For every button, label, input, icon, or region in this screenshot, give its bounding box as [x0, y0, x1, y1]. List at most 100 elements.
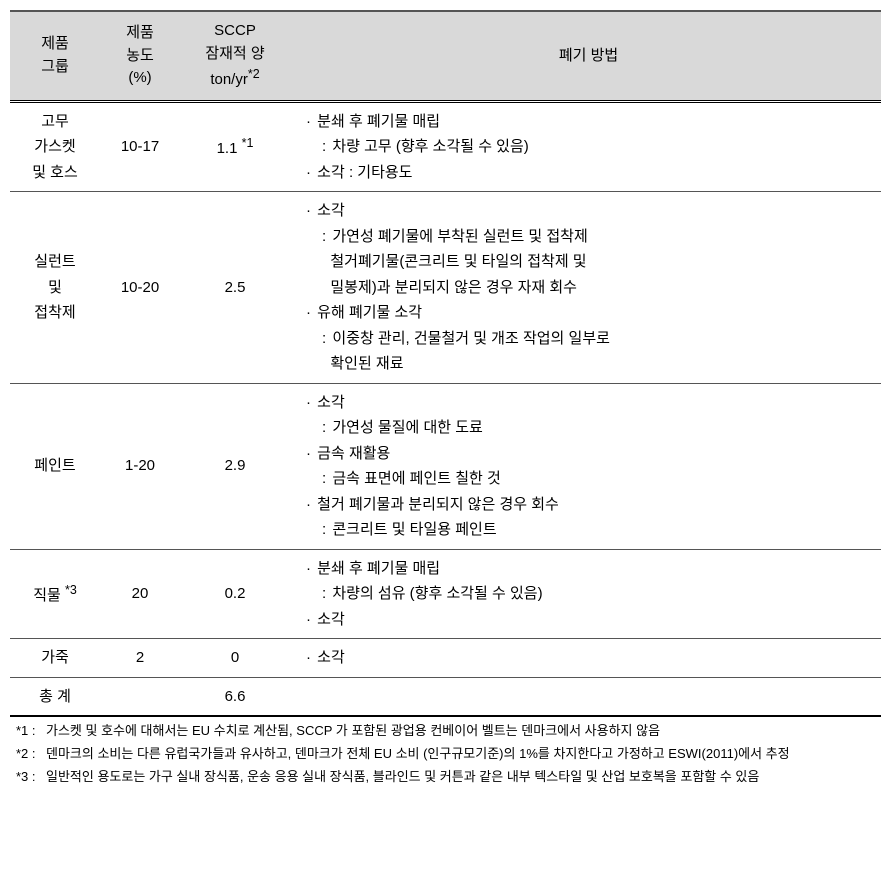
table-row: 실런트및접착제10-202.5· 소각: 가연성 폐기물에 부착된 실런트 및 …: [10, 192, 881, 384]
disposal-sub-text: 차량 고무 (향후 소각될 수 있음): [332, 138, 528, 155]
sccp-table: 제품그룹 제품농도(%) SCCP 잠재적 양 ton/yr*2 폐기 방법 고…: [10, 10, 881, 717]
footnote: *1 :가스켓 및 호수에 대해서는 EU 수치로 계산됨, SCCP 가 포함…: [16, 721, 875, 742]
disposal-list: · 소각: 가연성 폐기물에 부착된 실런트 및 접착제 철거폐기물(콘크리트 …: [300, 198, 877, 377]
disposal-text: 금속 재활용: [317, 445, 390, 462]
cell-conc: [100, 677, 180, 716]
header-disposal: 폐기 방법: [290, 11, 881, 101]
footnote-text: 일반적인 용도로는 가구 실내 장식품, 운송 응용 실내 장식품, 블라인드 …: [46, 767, 875, 788]
colon-icon: :: [322, 419, 332, 436]
cell-sccp: 2.9: [180, 383, 290, 549]
header-sccp-sup: *2: [248, 67, 260, 81]
disposal-sub: : 금속 표면에 페인트 칠한 것: [306, 466, 877, 492]
table-body: 고무가스켓및 호스10-171.1 *1· 분쇄 후 폐기물 매립: 차량 고무…: [10, 101, 881, 716]
footnote: *3 :일반적인 용도로는 가구 실내 장식품, 운송 응용 실내 장식품, 블…: [16, 767, 875, 788]
header-sccp: SCCP 잠재적 양 ton/yr*2: [180, 11, 290, 101]
bullet-icon: ·: [306, 113, 317, 130]
bullet-icon: ·: [306, 164, 317, 181]
bullet-icon: ·: [306, 445, 317, 462]
disposal-sub-text: 이중창 관리, 건물철거 및 개조 작업의 일부로: [332, 330, 610, 347]
disposal-sub-text: 콘크리트 및 타일용 페인트: [332, 521, 496, 538]
disposal-sub-text: 가연성 폐기물에 부착된 실런트 및 접착제: [332, 228, 587, 245]
disposal-sub-text: 가연성 물질에 대한 도료: [332, 419, 483, 436]
cell-conc: 2: [100, 639, 180, 678]
disposal-item: · 철거 폐기물과 분리되지 않은 경우 회수: [306, 492, 877, 518]
disposal-item: · 소각: [306, 607, 877, 633]
table-row: 고무가스켓및 호스10-171.1 *1· 분쇄 후 폐기물 매립: 차량 고무…: [10, 101, 881, 192]
disposal-item: · 소각: [306, 645, 877, 671]
disposal-item: · 소각: [306, 390, 877, 416]
disposal-sub-cont: 밀봉제)과 분리되지 않은 경우 자재 회수: [306, 275, 877, 301]
disposal-sub: : 콘크리트 및 타일용 페인트: [306, 517, 877, 543]
disposal-sub: : 가연성 폐기물에 부착된 실런트 및 접착제: [306, 224, 877, 250]
colon-icon: :: [322, 330, 332, 347]
cell-sccp: 6.6: [180, 677, 290, 716]
disposal-text: 소각: [317, 611, 345, 628]
group-text: 직물: [33, 587, 65, 604]
cell-sccp: 1.1 *1: [180, 101, 290, 192]
header-group-text: 제품그룹: [41, 35, 69, 75]
colon-icon: :: [322, 470, 332, 487]
sccp-value: 1.1: [217, 140, 242, 157]
sccp-value: 0: [231, 649, 239, 666]
footnotes: *1 :가스켓 및 호수에 대해서는 EU 수치로 계산됨, SCCP 가 포함…: [10, 721, 881, 787]
disposal-sub-text: 차량의 섬유 (향후 소각될 수 있음): [332, 585, 542, 602]
colon-icon: :: [322, 228, 332, 245]
disposal-text: 소각: [317, 202, 345, 219]
table-row: 직물 *3200.2· 분쇄 후 폐기물 매립: 차량의 섬유 (향후 소각될 …: [10, 549, 881, 639]
header-sccp-l2: 잠재적 양: [205, 45, 264, 62]
footnote-mark: *3 :: [16, 767, 46, 788]
cell-group: 가죽: [10, 639, 100, 678]
disposal-list: · 분쇄 후 폐기물 매립: 차량 고무 (향후 소각될 수 있음)· 소각 :…: [300, 109, 877, 186]
bullet-icon: ·: [306, 611, 317, 628]
disposal-list: · 소각: [300, 645, 877, 671]
table-header: 제품그룹 제품농도(%) SCCP 잠재적 양 ton/yr*2 폐기 방법: [10, 11, 881, 101]
cell-disposal: · 분쇄 후 폐기물 매립: 차량 고무 (향후 소각될 수 있음)· 소각 :…: [290, 101, 881, 192]
header-sccp-l1: SCCP: [214, 22, 256, 39]
disposal-text: 철거 폐기물과 분리되지 않은 경우 회수: [317, 496, 559, 513]
bullet-icon: ·: [306, 496, 317, 513]
disposal-item: · 소각: [306, 198, 877, 224]
cell-disposal: · 소각: 가연성 물질에 대한 도료· 금속 재활용: 금속 표면에 페인트 …: [290, 383, 881, 549]
header-sccp-l3: ton/yr: [210, 71, 248, 88]
cell-conc: 10-17: [100, 101, 180, 192]
footnote-mark: *1 :: [16, 721, 46, 742]
colon-icon: :: [322, 521, 332, 538]
disposal-text: 분쇄 후 폐기물 매립: [317, 560, 440, 577]
bullet-icon: ·: [306, 560, 317, 577]
header-conc-text: 제품농도(%): [126, 24, 154, 86]
cell-disposal: · 소각: 가연성 폐기물에 부착된 실런트 및 접착제 철거폐기물(콘크리트 …: [290, 192, 881, 384]
disposal-sub-text: 밀봉제)과 분리되지 않은 경우 자재 회수: [330, 279, 577, 296]
footnote-mark: *2 :: [16, 744, 46, 765]
bullet-icon: ·: [306, 304, 317, 321]
sccp-value: 0.2: [225, 585, 246, 602]
disposal-sub-text: 철거폐기물(콘크리트 및 타일의 접착제 및: [330, 253, 586, 270]
colon-icon: :: [322, 585, 332, 602]
footnote-text: 가스켓 및 호수에 대해서는 EU 수치로 계산됨, SCCP 가 포함된 광업…: [46, 721, 875, 742]
disposal-sub-text: 금속 표면에 페인트 칠한 것: [332, 470, 500, 487]
bullet-icon: ·: [306, 394, 317, 411]
disposal-item: · 유해 폐기물 소각: [306, 300, 877, 326]
header-group: 제품그룹: [10, 11, 100, 101]
group-sup: *3: [65, 583, 77, 597]
disposal-text: 분쇄 후 폐기물 매립: [317, 113, 440, 130]
bullet-icon: ·: [306, 649, 317, 666]
disposal-text: 유해 폐기물 소각: [317, 304, 422, 321]
header-conc: 제품농도(%): [100, 11, 180, 101]
header-disposal-text: 폐기 방법: [559, 47, 618, 64]
bullet-icon: ·: [306, 202, 317, 219]
disposal-sub: : 차량의 섬유 (향후 소각될 수 있음): [306, 581, 877, 607]
cell-group: 직물 *3: [10, 549, 100, 639]
disposal-sub-text: 확인된 재료: [330, 355, 403, 372]
cell-group: 실런트및접착제: [10, 192, 100, 384]
disposal-sub: : 차량 고무 (향후 소각될 수 있음): [306, 134, 877, 160]
cell-conc: 20: [100, 549, 180, 639]
cell-disposal: · 소각: [290, 639, 881, 678]
disposal-sub-cont: 철거폐기물(콘크리트 및 타일의 접착제 및: [306, 249, 877, 275]
sccp-value: 2.5: [225, 279, 246, 296]
sccp-sup: *1: [242, 136, 254, 150]
disposal-item: · 소각 : 기타용도: [306, 160, 877, 186]
disposal-item: · 분쇄 후 폐기물 매립: [306, 109, 877, 135]
disposal-sub: : 가연성 물질에 대한 도료: [306, 415, 877, 441]
cell-group: 총 계: [10, 677, 100, 716]
cell-disposal: · 분쇄 후 폐기물 매립: 차량의 섬유 (향후 소각될 수 있음)· 소각: [290, 549, 881, 639]
